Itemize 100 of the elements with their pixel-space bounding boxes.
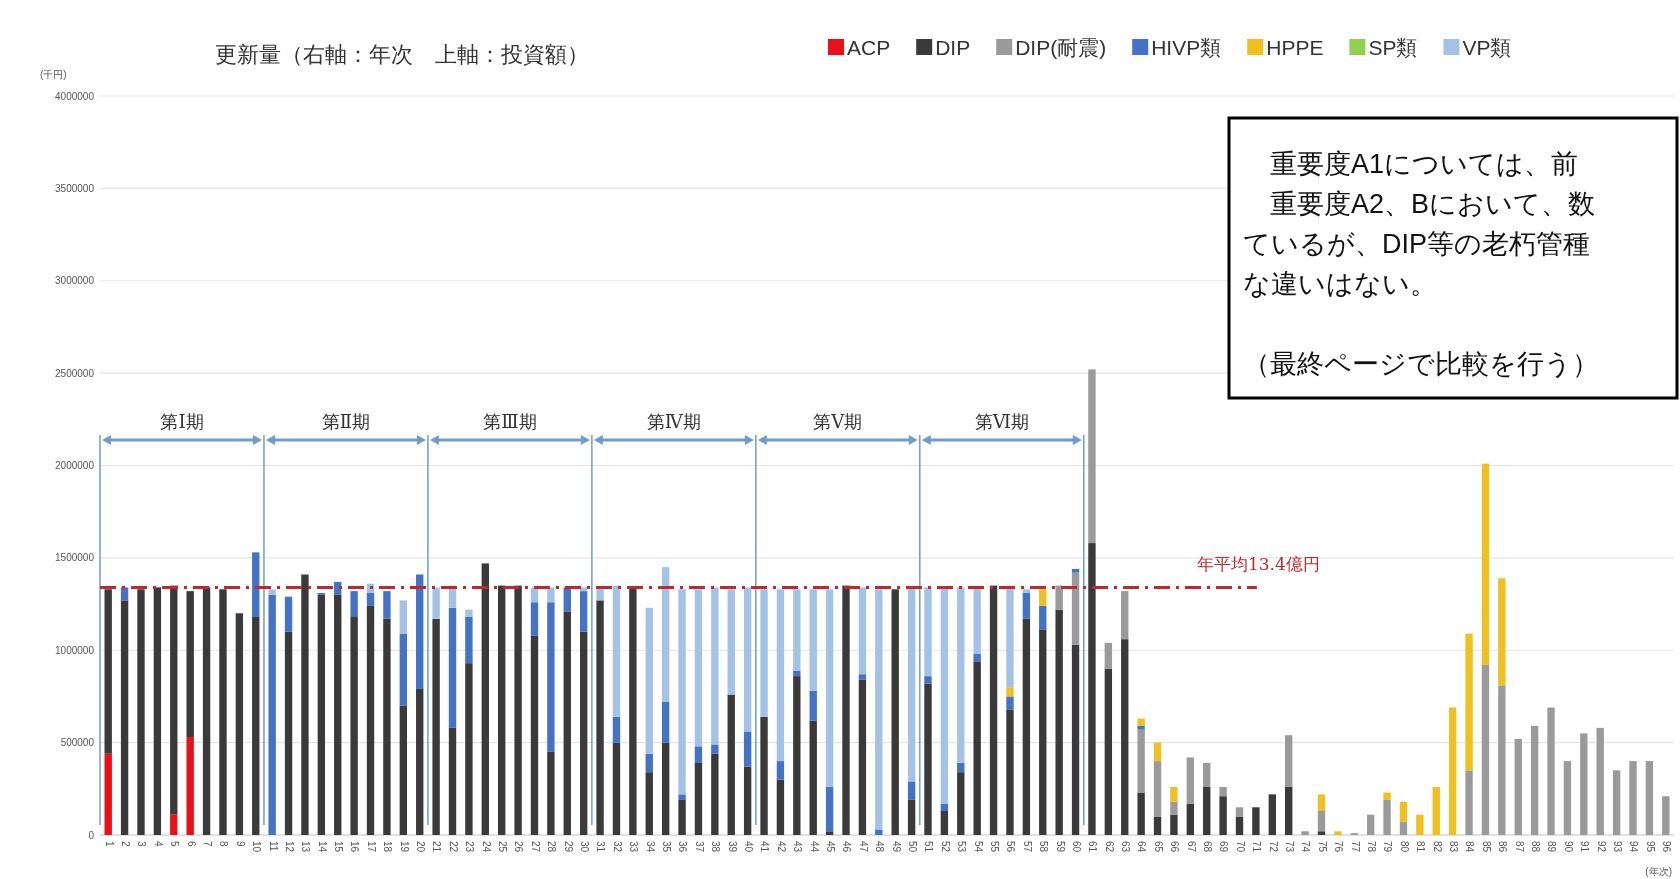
bar	[1514, 738, 1522, 835]
bar	[120, 600, 129, 835]
bar	[596, 600, 604, 835]
x-axis-title: (年次)	[1645, 866, 1672, 877]
bar	[1203, 762, 1211, 787]
y-tick-label: 0	[88, 829, 95, 841]
bar	[858, 674, 867, 680]
bar	[399, 633, 408, 706]
x-tick-label: 70	[1234, 841, 1246, 853]
x-tick-label: 67	[1185, 841, 1197, 853]
annotation: 第Ⅲ期	[483, 411, 537, 432]
x-tick-label: 81	[1415, 841, 1427, 853]
x-tick-label: 76	[1333, 841, 1345, 853]
x-tick-label: 78	[1366, 841, 1378, 853]
bar	[579, 631, 588, 835]
bar	[1399, 801, 1408, 823]
bar	[547, 751, 555, 835]
bar	[1203, 786, 1211, 835]
x-tick-label: 87	[1513, 841, 1525, 853]
bar	[432, 587, 440, 619]
bar	[825, 831, 834, 835]
x-tick-label: 91	[1579, 841, 1591, 853]
x-tick-label: 82	[1431, 841, 1443, 853]
bar	[137, 589, 145, 835]
bar	[1170, 786, 1178, 802]
bar	[1039, 589, 1047, 606]
x-tick-label: 26	[513, 841, 525, 853]
bar	[1219, 786, 1227, 797]
bar	[973, 587, 981, 654]
bar	[809, 589, 817, 691]
bar	[645, 607, 653, 754]
bar	[694, 746, 703, 763]
bar	[268, 589, 276, 595]
bar	[907, 799, 916, 835]
bar	[1153, 761, 1162, 817]
x-tick-label: 10	[251, 841, 263, 853]
bar	[1596, 727, 1604, 835]
x-tick-label: 47	[857, 841, 869, 853]
x-tick-label: 22	[447, 841, 459, 853]
annotation: 第Ⅴ期	[813, 411, 863, 432]
legend-label: HPPE	[1266, 36, 1324, 59]
x-tick-label: 43	[792, 841, 804, 853]
bar	[1219, 796, 1227, 835]
legend-label: SP類	[1368, 36, 1418, 59]
bar	[317, 594, 326, 835]
bar	[924, 683, 932, 835]
bar	[1137, 718, 1145, 726]
bar	[924, 676, 932, 684]
bar	[809, 690, 817, 721]
bar	[1580, 733, 1588, 835]
x-tick-label: 11	[267, 841, 279, 852]
x-tick-label: 29	[562, 841, 574, 853]
bar	[793, 676, 801, 835]
bar	[793, 589, 801, 671]
x-tick-label: 80	[1398, 841, 1410, 853]
bar	[1465, 633, 1473, 771]
x-tick-label: 63	[1120, 841, 1132, 853]
bar	[694, 589, 703, 747]
bar	[350, 591, 358, 617]
bar	[1153, 816, 1162, 835]
bar	[1137, 792, 1145, 835]
x-tick-label: 41	[759, 841, 771, 853]
x-tick-label: 66	[1169, 841, 1181, 853]
bar	[416, 689, 424, 835]
bar	[1071, 568, 1080, 573]
bar	[1317, 810, 1326, 832]
bar	[1252, 807, 1260, 835]
bar	[1481, 665, 1490, 835]
bar	[1530, 726, 1539, 835]
bar	[579, 587, 588, 592]
x-tick-label: 12	[283, 841, 295, 853]
bar	[825, 786, 834, 832]
x-tick-label: 58	[1038, 841, 1050, 853]
bar	[875, 829, 883, 835]
y-tick-label: 1500000	[55, 552, 95, 564]
annotation: （最終ページで比較を行う）	[1243, 349, 1599, 379]
bar	[612, 716, 621, 743]
annotation: 第Ⅰ期	[160, 411, 204, 432]
x-tick-label: 56	[1005, 841, 1017, 853]
bar	[1022, 592, 1031, 619]
bar	[202, 587, 211, 835]
bar	[612, 742, 621, 835]
bar	[252, 617, 260, 835]
bar	[711, 744, 719, 754]
x-tick-label: 40	[742, 841, 754, 853]
x-tick-label: 3	[136, 841, 148, 847]
bar	[383, 591, 391, 619]
bar	[1104, 668, 1113, 835]
bar	[366, 605, 375, 835]
bar	[793, 670, 801, 677]
bar	[727, 589, 735, 695]
x-tick-label: 73	[1284, 841, 1296, 853]
bar	[186, 737, 194, 835]
bar	[235, 613, 244, 835]
bar	[858, 587, 867, 675]
bar	[465, 617, 473, 664]
x-tick-label: 72	[1267, 841, 1279, 853]
y-axis-title: (千円)	[40, 69, 67, 80]
bar	[350, 617, 358, 835]
x-tick-label: 31	[595, 841, 607, 853]
